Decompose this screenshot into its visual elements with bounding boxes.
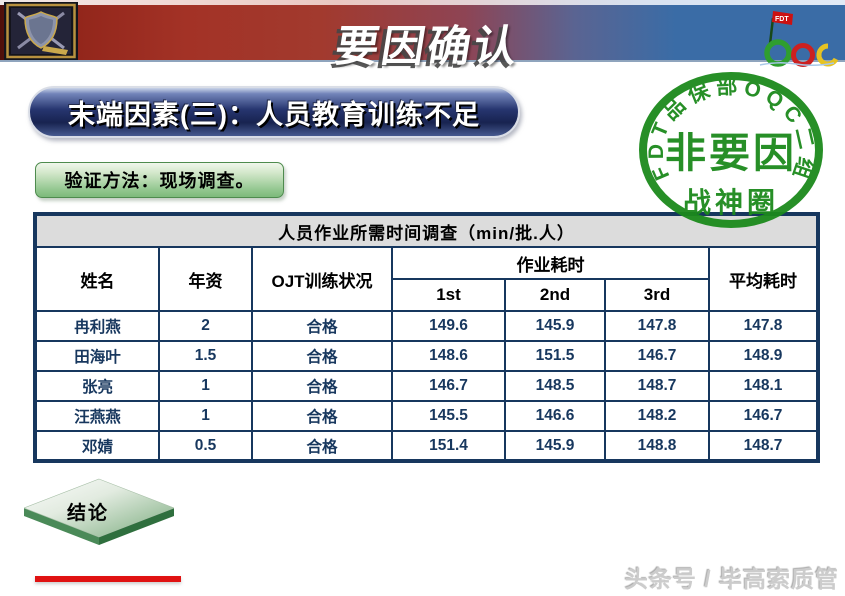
cell-2nd: 145.9 xyxy=(504,310,606,342)
col-header-seniority: 年资 xyxy=(158,246,253,312)
table-title: 人员作业所需时间调查（min/批.人） xyxy=(34,213,819,248)
cell-2nd: 145.9 xyxy=(504,430,606,462)
cell-ojt: 合格 xyxy=(251,310,393,342)
approval-stamp: FDT品保部OQC二组 非要因 战神圈 xyxy=(639,72,823,228)
table-row: 田海叶 1.5 合格 148.6 151.5 146.7 148.9 xyxy=(34,340,819,372)
stamp-center-text: 非要因 xyxy=(665,130,797,176)
cell-average: 148.7 xyxy=(708,430,819,462)
col-header-3rd: 3rd xyxy=(604,278,710,312)
cell-average: 147.8 xyxy=(708,310,819,342)
col-header-2nd: 2nd xyxy=(504,278,606,312)
qc-circle-logo-icon: FDT xyxy=(759,11,839,67)
page-title: 要因确认 xyxy=(331,23,524,71)
cell-3rd: 148.7 xyxy=(604,370,710,402)
cell-name: 冉利燕 xyxy=(34,310,160,342)
method-box-label: 验证方法：现场调查。 xyxy=(64,171,255,191)
cell-3rd: 146.7 xyxy=(604,340,710,372)
table-row: 冉利燕 2 合格 149.6 145.9 147.8 147.8 xyxy=(34,310,819,342)
table-row: 张亮 1 合格 146.7 148.5 148.7 148.1 xyxy=(34,370,819,402)
cell-2nd: 146.6 xyxy=(504,400,606,432)
table-row: 汪燕燕 1 合格 145.5 146.6 148.2 146.7 xyxy=(34,400,819,432)
conclusion-diamond: 结论 xyxy=(24,478,174,545)
cell-seniority: 2 xyxy=(158,310,253,342)
shield-emblem-icon xyxy=(4,2,78,60)
cell-1st: 151.4 xyxy=(391,430,506,462)
cell-ojt: 合格 xyxy=(251,340,393,372)
cell-seniority: 1 xyxy=(158,370,253,402)
cell-3rd: 148.8 xyxy=(604,430,710,462)
cell-3rd: 147.8 xyxy=(604,310,710,342)
section-banner: 末端因素(三)：人员教育训练不足 xyxy=(28,86,520,138)
cell-1st: 146.7 xyxy=(391,370,506,402)
cell-average: 148.9 xyxy=(708,340,819,372)
cell-seniority: 0.5 xyxy=(158,430,253,462)
cell-seniority: 1 xyxy=(158,400,253,432)
col-header-time-group: 作业耗时 xyxy=(391,246,710,280)
red-divider xyxy=(35,576,181,582)
top-banner: 要因确认 FDT xyxy=(0,0,845,71)
logo-flag-label: FDT xyxy=(775,16,789,23)
col-header-ojt: OJT训练状况 xyxy=(251,246,393,312)
cell-2nd: 148.5 xyxy=(504,370,606,402)
cell-average: 148.1 xyxy=(708,370,819,402)
cell-name: 邓婧 xyxy=(34,430,160,462)
conclusion-label: 结论 xyxy=(67,501,109,524)
cell-ojt: 合格 xyxy=(251,430,393,462)
stamp-arc-text: FDT品保部OQC二组 xyxy=(645,74,817,183)
cell-1st: 148.6 xyxy=(391,340,506,372)
cell-name: 张亮 xyxy=(34,370,160,402)
method-box: 验证方法：现场调查。 xyxy=(35,162,284,198)
col-header-name: 姓名 xyxy=(34,246,160,312)
cell-average: 146.7 xyxy=(708,400,819,432)
table-row: 邓婧 0.5 合格 151.4 145.9 148.8 148.7 xyxy=(34,430,819,462)
cell-name: 汪燕燕 xyxy=(34,400,160,432)
cell-1st: 145.5 xyxy=(391,400,506,432)
survey-table: 人员作业所需时间调查（min/批.人） 姓名 年资 OJT训练状况 作业耗时 平… xyxy=(33,212,820,463)
col-header-average: 平均耗时 xyxy=(708,246,819,312)
cell-seniority: 1.5 xyxy=(158,340,253,372)
cell-name: 田海叶 xyxy=(34,340,160,372)
svg-text:FDT品保部OQC二组: FDT品保部OQC二组 xyxy=(645,74,818,183)
cell-2nd: 151.5 xyxy=(504,340,606,372)
col-header-1st: 1st xyxy=(391,278,506,312)
watermark-text: 头条号 / 毕高索质管 xyxy=(624,566,839,592)
cell-ojt: 合格 xyxy=(251,370,393,402)
section-banner-label: 末端因素(三)：人员教育训练不足 xyxy=(68,99,480,130)
cell-ojt: 合格 xyxy=(251,400,393,432)
cell-1st: 149.6 xyxy=(391,310,506,342)
cell-3rd: 148.2 xyxy=(604,400,710,432)
